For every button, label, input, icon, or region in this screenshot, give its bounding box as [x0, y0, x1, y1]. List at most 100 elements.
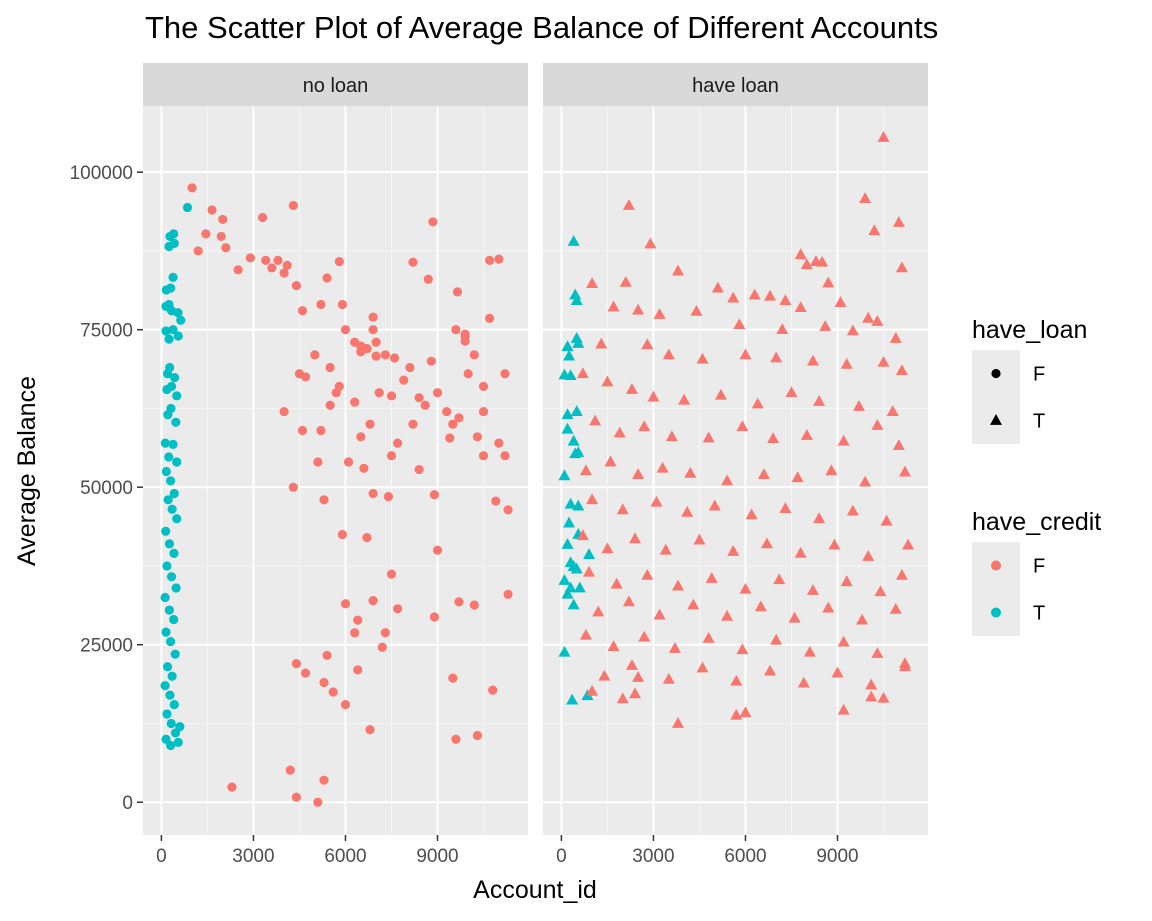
data-point [892, 216, 905, 227]
data-point [567, 235, 580, 246]
data-point [377, 642, 387, 652]
data-point [586, 277, 599, 289]
data-point [773, 573, 786, 585]
data-point [168, 325, 178, 335]
data-point [586, 684, 599, 696]
data-point [607, 640, 620, 651]
data-point [803, 645, 816, 657]
data-point [767, 432, 780, 444]
x-tick-label: 6000 [324, 846, 366, 867]
data-point [563, 516, 576, 528]
data-point [616, 503, 629, 515]
data-point [721, 474, 734, 486]
data-point [589, 414, 602, 426]
facet-strip [543, 63, 928, 106]
data-point [167, 504, 177, 514]
data-point [681, 505, 694, 517]
data-point [561, 408, 574, 420]
data-point [478, 451, 489, 461]
data-point [166, 636, 176, 647]
legend-label: F [1033, 364, 1045, 386]
series-F [187, 183, 513, 807]
data-point [625, 383, 638, 394]
data-point [162, 369, 173, 379]
data-point [754, 600, 767, 612]
data-point [696, 661, 709, 673]
data-point [442, 406, 452, 417]
data-point [800, 258, 813, 270]
data-point [730, 708, 743, 720]
data-point [739, 582, 752, 594]
data-point [616, 692, 629, 704]
data-point [161, 734, 171, 744]
data-point [583, 565, 596, 577]
data-point [218, 214, 228, 225]
data-point [368, 488, 378, 499]
data-point [359, 463, 369, 473]
data-point [233, 265, 243, 275]
facet-strip-label: no loan [303, 75, 369, 97]
data-point [164, 241, 174, 252]
data-point [895, 261, 908, 273]
data-point [745, 508, 758, 520]
data-point [785, 386, 798, 398]
data-point [207, 205, 217, 215]
data-point [414, 393, 424, 403]
data-point [356, 432, 366, 442]
data-point [806, 354, 819, 366]
data-point [325, 400, 335, 410]
data-point [572, 446, 585, 457]
data-point [622, 595, 635, 607]
data-point [788, 611, 801, 623]
data-point [647, 390, 660, 402]
data-point [166, 740, 176, 751]
data-point [846, 504, 859, 516]
legend-key-color [991, 560, 1001, 571]
data-point [408, 419, 418, 429]
data-point [567, 434, 580, 446]
data-point [279, 268, 289, 278]
data-point [564, 369, 577, 381]
data-point [171, 583, 181, 593]
legend-label: T [1033, 603, 1045, 625]
data-point [696, 352, 709, 364]
data-point [828, 538, 841, 550]
data-point [316, 425, 326, 436]
data-point [166, 476, 176, 486]
data-point [859, 192, 872, 203]
data-point [399, 375, 409, 385]
data-point [162, 384, 172, 395]
data-point [822, 601, 835, 613]
x-tick-label: 6000 [724, 846, 766, 867]
data-point [368, 325, 378, 335]
data-point [371, 337, 381, 347]
data-point [288, 482, 298, 492]
data-point [169, 699, 179, 710]
data-point [610, 577, 623, 589]
data-point [813, 395, 826, 406]
data-point [500, 451, 510, 461]
data-point [739, 706, 752, 718]
data-point [162, 662, 173, 672]
data-point [316, 299, 326, 310]
data-point [169, 614, 179, 625]
data-point [711, 281, 724, 293]
data-point [567, 598, 580, 610]
data-point [586, 493, 599, 505]
data-point [322, 650, 332, 661]
data-point [898, 465, 911, 477]
data-point [877, 355, 890, 367]
data-point [160, 592, 170, 603]
data-point [837, 703, 850, 715]
data-point [291, 792, 301, 802]
data-point [460, 331, 470, 341]
data-point [576, 529, 589, 541]
y-tick-label: 0 [122, 793, 133, 814]
data-point [432, 388, 443, 398]
data-point [350, 397, 360, 407]
data-point [877, 131, 890, 142]
data-point [386, 451, 397, 461]
data-point [644, 237, 657, 249]
data-point [877, 691, 890, 703]
data-point [895, 364, 908, 375]
